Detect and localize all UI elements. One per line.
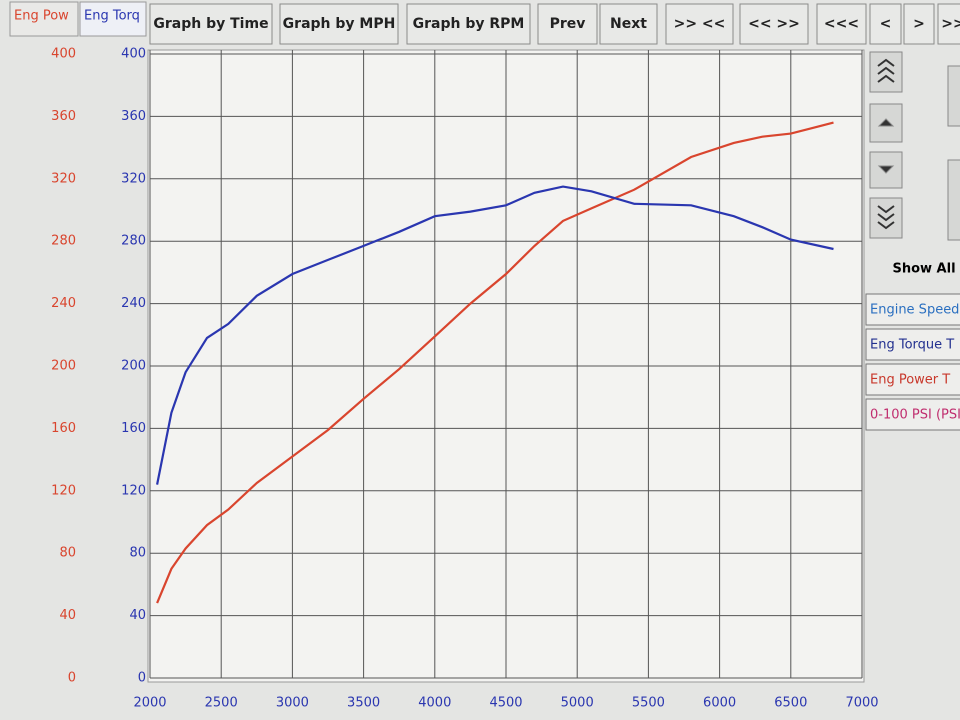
icon	[877, 165, 895, 174]
axis-tab-label: Eng Torq	[84, 9, 140, 24]
y2-tick-label: 160	[121, 421, 146, 436]
scroll-down-button[interactable]	[869, 151, 903, 189]
channel-box[interactable]	[865, 398, 960, 431]
button-face	[739, 3, 809, 45]
y-tick-label: 80	[59, 546, 76, 561]
toolbar-button[interactable]: Next	[599, 3, 658, 45]
toolbar-button[interactable]: Graph by RPM	[406, 3, 531, 45]
x-tick-label: 6500	[774, 696, 807, 711]
scroll-bottom-button[interactable]	[869, 197, 903, 239]
button-label: Graph by MPH	[283, 16, 396, 32]
y-tick-label: 320	[51, 171, 76, 186]
axis-tab-label: Eng Pow	[14, 9, 69, 24]
button-face	[406, 3, 531, 45]
x-tick-label: 2000	[133, 696, 166, 711]
y2-tick-label: 40	[129, 608, 146, 623]
y-tick-label: 200	[51, 359, 76, 374]
y-tick-label: 40	[59, 608, 76, 623]
y-tick-label: 400	[51, 47, 76, 62]
button-face	[599, 3, 658, 45]
button-face	[937, 3, 960, 45]
y2-tick-label: 240	[121, 296, 146, 311]
button-face	[903, 3, 935, 45]
channel-label: Eng Power T	[870, 373, 950, 388]
toolbar-button[interactable]: >>	[937, 3, 960, 45]
button-face	[816, 3, 867, 45]
x-tick-label: 5500	[632, 696, 665, 711]
x-tick-label: 6000	[703, 696, 736, 711]
x-tick-label: 5000	[561, 696, 594, 711]
y-tick-label: 160	[51, 421, 76, 436]
button-label: >	[913, 16, 925, 32]
button-face	[537, 3, 598, 45]
button-label: >>	[941, 16, 960, 32]
channel-box[interactable]	[865, 293, 960, 326]
y2-tick-label: 120	[121, 483, 146, 498]
button-label: <	[880, 16, 892, 32]
series-line	[156, 121, 834, 604]
x-tick-label: 7000	[845, 696, 878, 711]
y-tick-label: 120	[51, 483, 76, 498]
channel-label: Eng Torque T	[870, 338, 954, 353]
scroll-buttons	[869, 51, 960, 241]
button-label: Graph by RPM	[413, 16, 525, 32]
side-button[interactable]	[947, 159, 960, 241]
side-button[interactable]	[947, 65, 960, 127]
button-label: << >>	[748, 16, 800, 32]
channel-label: Engine Speed	[870, 303, 959, 318]
y-tick-label: 280	[51, 234, 76, 249]
y-tick-label: 0	[68, 671, 76, 686]
button-label: Next	[610, 16, 647, 32]
channel-label: 0-100 PSI (PSI	[870, 408, 960, 423]
show-all-button[interactable]: Show All	[892, 262, 955, 277]
toolbar-button[interactable]: Graph by MPH	[279, 3, 399, 45]
y-tick-label: 360	[51, 109, 76, 124]
toolbar-button[interactable]: >	[903, 3, 935, 45]
icon	[877, 118, 895, 127]
button-label: Graph by Time	[153, 16, 268, 32]
scroll-top-button[interactable]	[869, 51, 903, 93]
axis-tab[interactable]	[9, 1, 79, 37]
button-label: Prev	[550, 16, 586, 32]
x-tick-label: 4500	[489, 696, 522, 711]
y2-tick-label: 200	[121, 359, 146, 374]
x-tick-label: 4000	[418, 696, 451, 711]
y-tick-label: 240	[51, 296, 76, 311]
toolbar-button[interactable]: Prev	[537, 3, 598, 45]
series-line	[156, 185, 834, 485]
y2-tick-label: 80	[129, 546, 146, 561]
x-tick-label: 3000	[276, 696, 309, 711]
button-face	[149, 3, 273, 45]
toolbar-button[interactable]: >> <<	[665, 3, 734, 45]
button-face	[869, 3, 902, 45]
icon	[877, 205, 895, 230]
channel-box[interactable]	[865, 328, 960, 361]
axis-tab[interactable]	[79, 1, 147, 37]
x-tick-label: 2500	[205, 696, 238, 711]
x-tick-label: 3500	[347, 696, 380, 711]
button-label: <<<	[824, 16, 859, 32]
y2-tick-label: 400	[121, 47, 146, 62]
channel-box[interactable]	[865, 363, 960, 396]
toolbar-button[interactable]: << >>	[739, 3, 809, 45]
y2-tick-label: 0	[138, 671, 146, 686]
button-face	[665, 3, 734, 45]
button-face	[279, 3, 399, 45]
y2-tick-label: 360	[121, 109, 146, 124]
y2-tick-label: 280	[121, 234, 146, 249]
toolbar-button[interactable]: <<<	[816, 3, 867, 45]
toolbar-button[interactable]: <	[869, 3, 902, 45]
icon	[877, 58, 895, 83]
toolbar-button[interactable]: Graph by Time	[149, 3, 273, 45]
button-label: >> <<	[674, 16, 726, 32]
y2-tick-label: 320	[121, 171, 146, 186]
